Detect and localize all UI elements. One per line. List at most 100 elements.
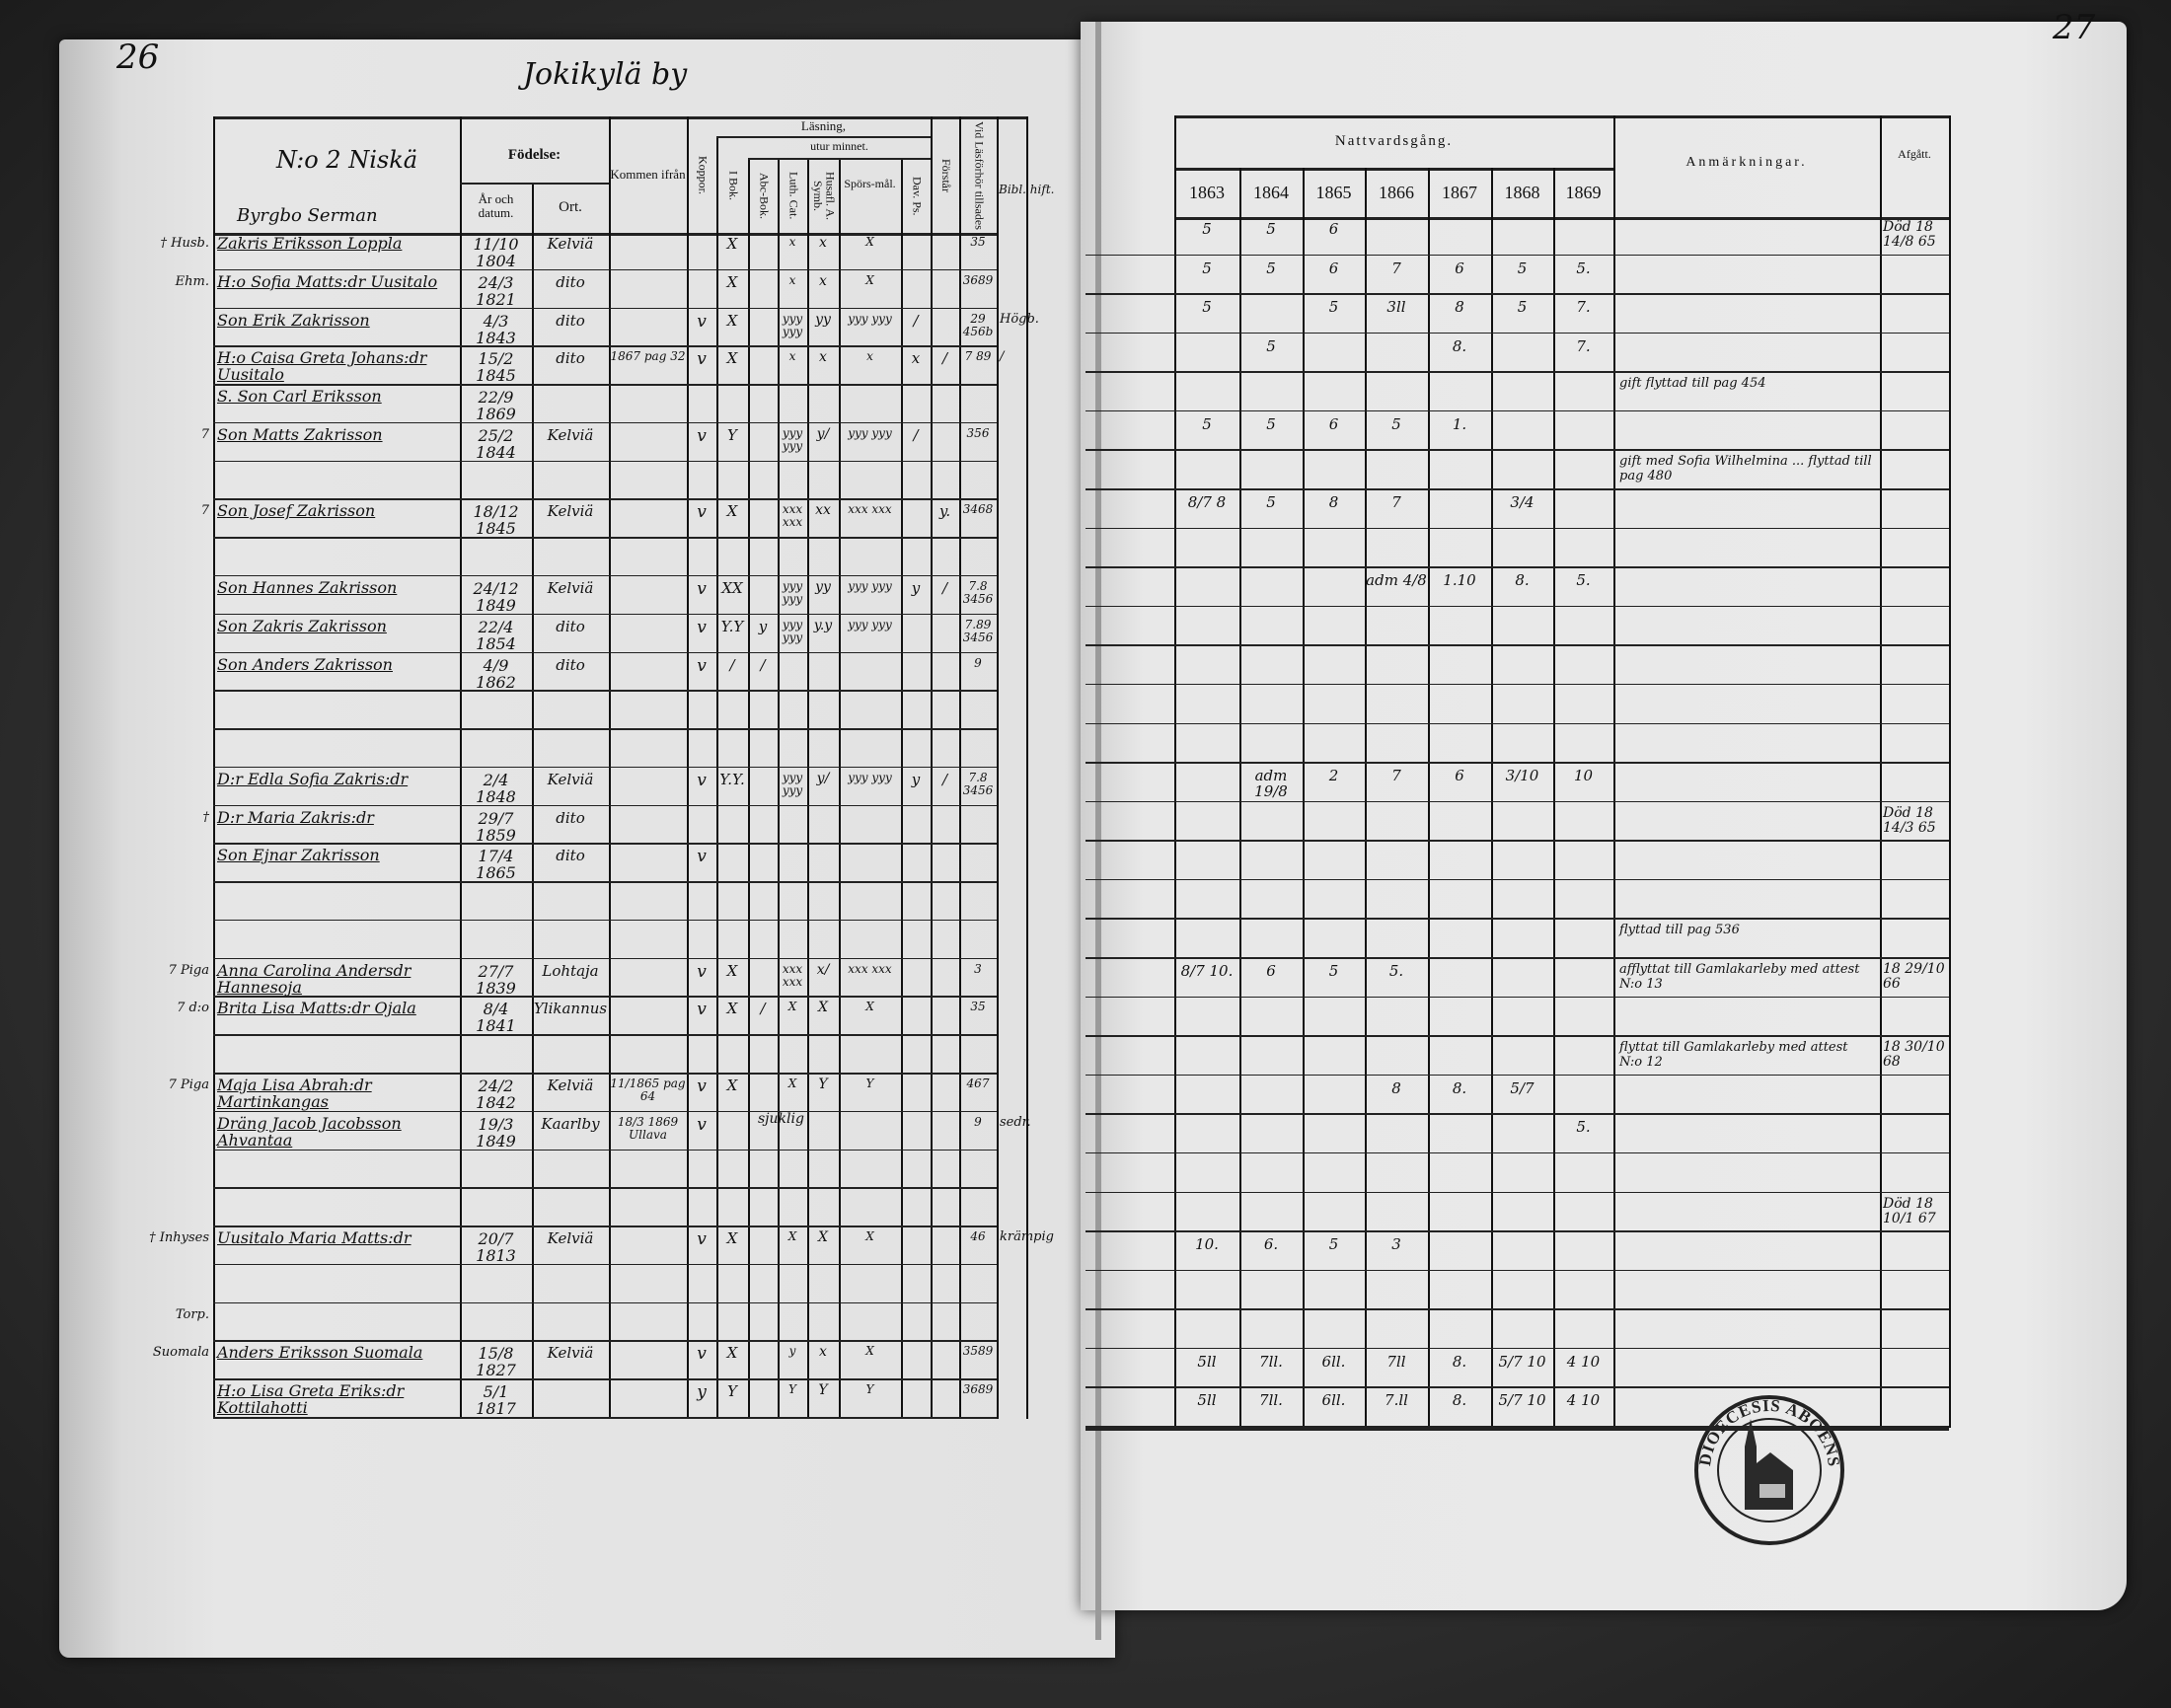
book-reading-mark: X bbox=[726, 961, 738, 980]
header-from: Kommen ifrån bbox=[610, 167, 686, 182]
communion-mark: 7ll. bbox=[1259, 1391, 1283, 1410]
exam-mark: 35 bbox=[970, 1000, 986, 1014]
row-rule bbox=[213, 613, 997, 616]
row-rule bbox=[213, 996, 997, 998]
table-row bbox=[0, 530, 1, 569]
exam-mark: 46 bbox=[970, 1229, 986, 1244]
extra-note: krämpig bbox=[1000, 1229, 1054, 1245]
catechism-mark: yyy yyy bbox=[782, 311, 803, 338]
table-row: 5 8. 7. bbox=[0, 334, 1590, 374]
catechism-mark: xxx xxx bbox=[782, 961, 803, 989]
book-reading-mark: Y bbox=[727, 1382, 737, 1401]
communion-mark: 8. bbox=[1515, 571, 1530, 590]
communion-mark: 2 bbox=[1328, 767, 1339, 785]
person-name: Anna Carolina Andersdr Hannesoja bbox=[217, 960, 412, 997]
exam-mark: 35 bbox=[970, 235, 986, 249]
row-rule bbox=[1086, 1151, 1949, 1154]
table-row bbox=[0, 608, 1, 647]
catechism-mark: yyy yyy bbox=[782, 425, 803, 453]
communion-mark: 7 bbox=[1391, 493, 1401, 512]
birth-date: 15/8 1827 bbox=[476, 1344, 516, 1380]
birth-date: 4/3 1843 bbox=[476, 311, 516, 347]
diocese-seal-stamp: DIOECESIS ABOENSIS bbox=[1690, 1391, 1844, 1545]
row-rule bbox=[1086, 566, 1949, 568]
table-row: Son Ejnar Zakrisson 17/4 1865 dito v bbox=[0, 845, 707, 883]
header-year: 1867 bbox=[1442, 183, 1477, 202]
table-bottom-rule bbox=[1086, 1428, 1949, 1431]
row-rule bbox=[1086, 371, 1949, 373]
row-margin-note: † Husb. bbox=[160, 236, 209, 251]
left-page-number: 26 bbox=[116, 37, 160, 77]
communion-mark: 5 bbox=[1266, 493, 1276, 512]
smallpox-mark: v bbox=[697, 847, 707, 867]
husaflan-mark: X bbox=[818, 1000, 828, 1016]
table-row: 8/7 8 5 8 7 3/4 bbox=[0, 490, 1535, 530]
husaflan-mark: Y bbox=[818, 1382, 828, 1399]
communion-mark: 5 bbox=[1202, 414, 1212, 433]
person-name: D:r Maria Zakris:dr bbox=[217, 807, 374, 827]
row-rule bbox=[213, 498, 997, 500]
table-top-rule bbox=[1174, 115, 1949, 118]
table-row: 7 Piga Maja Lisa Abrah:dr Martinkangas 24/… bbox=[0, 1075, 990, 1127]
person-name: Son Matts Zakrisson bbox=[217, 424, 383, 444]
table-row: † Husb. Zakris Eriksson Loppla 11/10 1804 K… bbox=[0, 233, 986, 271]
table-row bbox=[0, 725, 1, 765]
communion-mark: 8. bbox=[1452, 336, 1467, 355]
catechism-mark: y bbox=[788, 1344, 796, 1359]
exam-mark: 356 bbox=[966, 425, 990, 440]
book-reading-mark: X bbox=[726, 502, 738, 521]
row-rule bbox=[1086, 762, 1949, 764]
communion-mark: adm 19/8 bbox=[1254, 767, 1288, 801]
right-page-number: 27 bbox=[2053, 8, 2096, 47]
smallpox-mark: v bbox=[697, 961, 707, 982]
communion-mark: 8/7 10. bbox=[1180, 962, 1234, 981]
row-rule bbox=[1086, 644, 1949, 646]
year-subheader-rule bbox=[1174, 168, 1613, 171]
remark-text: flyttad till pag 536 bbox=[1619, 923, 1740, 938]
communion-mark: 8 bbox=[1455, 298, 1464, 317]
column-divider bbox=[1026, 116, 1028, 1419]
row-rule bbox=[213, 843, 997, 845]
person-name: Dräng Jacob Jacobsson Ahvantaa bbox=[217, 1113, 402, 1150]
husaflan-mark: y/ bbox=[816, 770, 830, 786]
row-rule bbox=[213, 1073, 997, 1075]
communion-mark: 7. bbox=[1576, 336, 1591, 355]
row-rule bbox=[1086, 409, 1949, 412]
communion-mark: 7ll. bbox=[1259, 1352, 1283, 1371]
psalms-mark: / bbox=[913, 311, 919, 330]
person-name: H:o Sofia Matts:dr Uusitalo bbox=[217, 271, 438, 291]
header-birth-year: År och datum. bbox=[478, 191, 514, 220]
column-divider bbox=[1880, 115, 1882, 1428]
smallpox-mark: v bbox=[697, 770, 707, 790]
header-year: 1869 bbox=[1565, 183, 1602, 202]
header-bottom-rule bbox=[213, 233, 997, 236]
departed-note: 18 30/10 68 bbox=[1883, 1039, 1945, 1071]
table-row: flyttad till pag 536 bbox=[0, 920, 1740, 959]
exam-mark: 3589 bbox=[962, 1344, 994, 1359]
husaflan-mark: x bbox=[819, 349, 827, 366]
communion-mark: 5 bbox=[1391, 414, 1401, 433]
row-rule bbox=[1086, 878, 1949, 881]
row-rule bbox=[1086, 996, 1949, 999]
birth-date: 22/4 1854 bbox=[476, 617, 516, 653]
row-rule bbox=[213, 1034, 997, 1036]
row-margin-note: 7 bbox=[200, 426, 209, 442]
column-divider bbox=[1491, 168, 1493, 1428]
birth-place: Kaarlby bbox=[541, 1114, 600, 1133]
book-reading-mark: X bbox=[726, 311, 738, 330]
came-from: 11/1865 pag 64 bbox=[610, 1077, 686, 1104]
row-rule bbox=[213, 537, 997, 539]
table-row: H:o Lisa Greta Eriks:dr Kottilahotti 5/1 … bbox=[0, 1380, 993, 1419]
table-row: adm 19/8 2 7 6 3/10 10 bbox=[0, 764, 1593, 803]
catechism-mark: xxx xxx bbox=[782, 502, 803, 530]
catechism-mark: Y bbox=[788, 1382, 796, 1397]
exam-mark: 7.89 3456 bbox=[962, 617, 994, 644]
communion-mark: 4 10 bbox=[1566, 1391, 1601, 1410]
table-row: 8/7 10. 6 5 5. afflyttat till Gamlakarleby m… bbox=[0, 959, 1945, 999]
smallpox-mark: v bbox=[697, 349, 707, 370]
catechism-mark: X bbox=[787, 1000, 797, 1014]
table-row: Död 18 14/3 65 bbox=[0, 803, 1936, 843]
row-rule bbox=[1086, 449, 1949, 451]
person-name: Uusitalo Maria Matts:dr bbox=[217, 1228, 412, 1248]
